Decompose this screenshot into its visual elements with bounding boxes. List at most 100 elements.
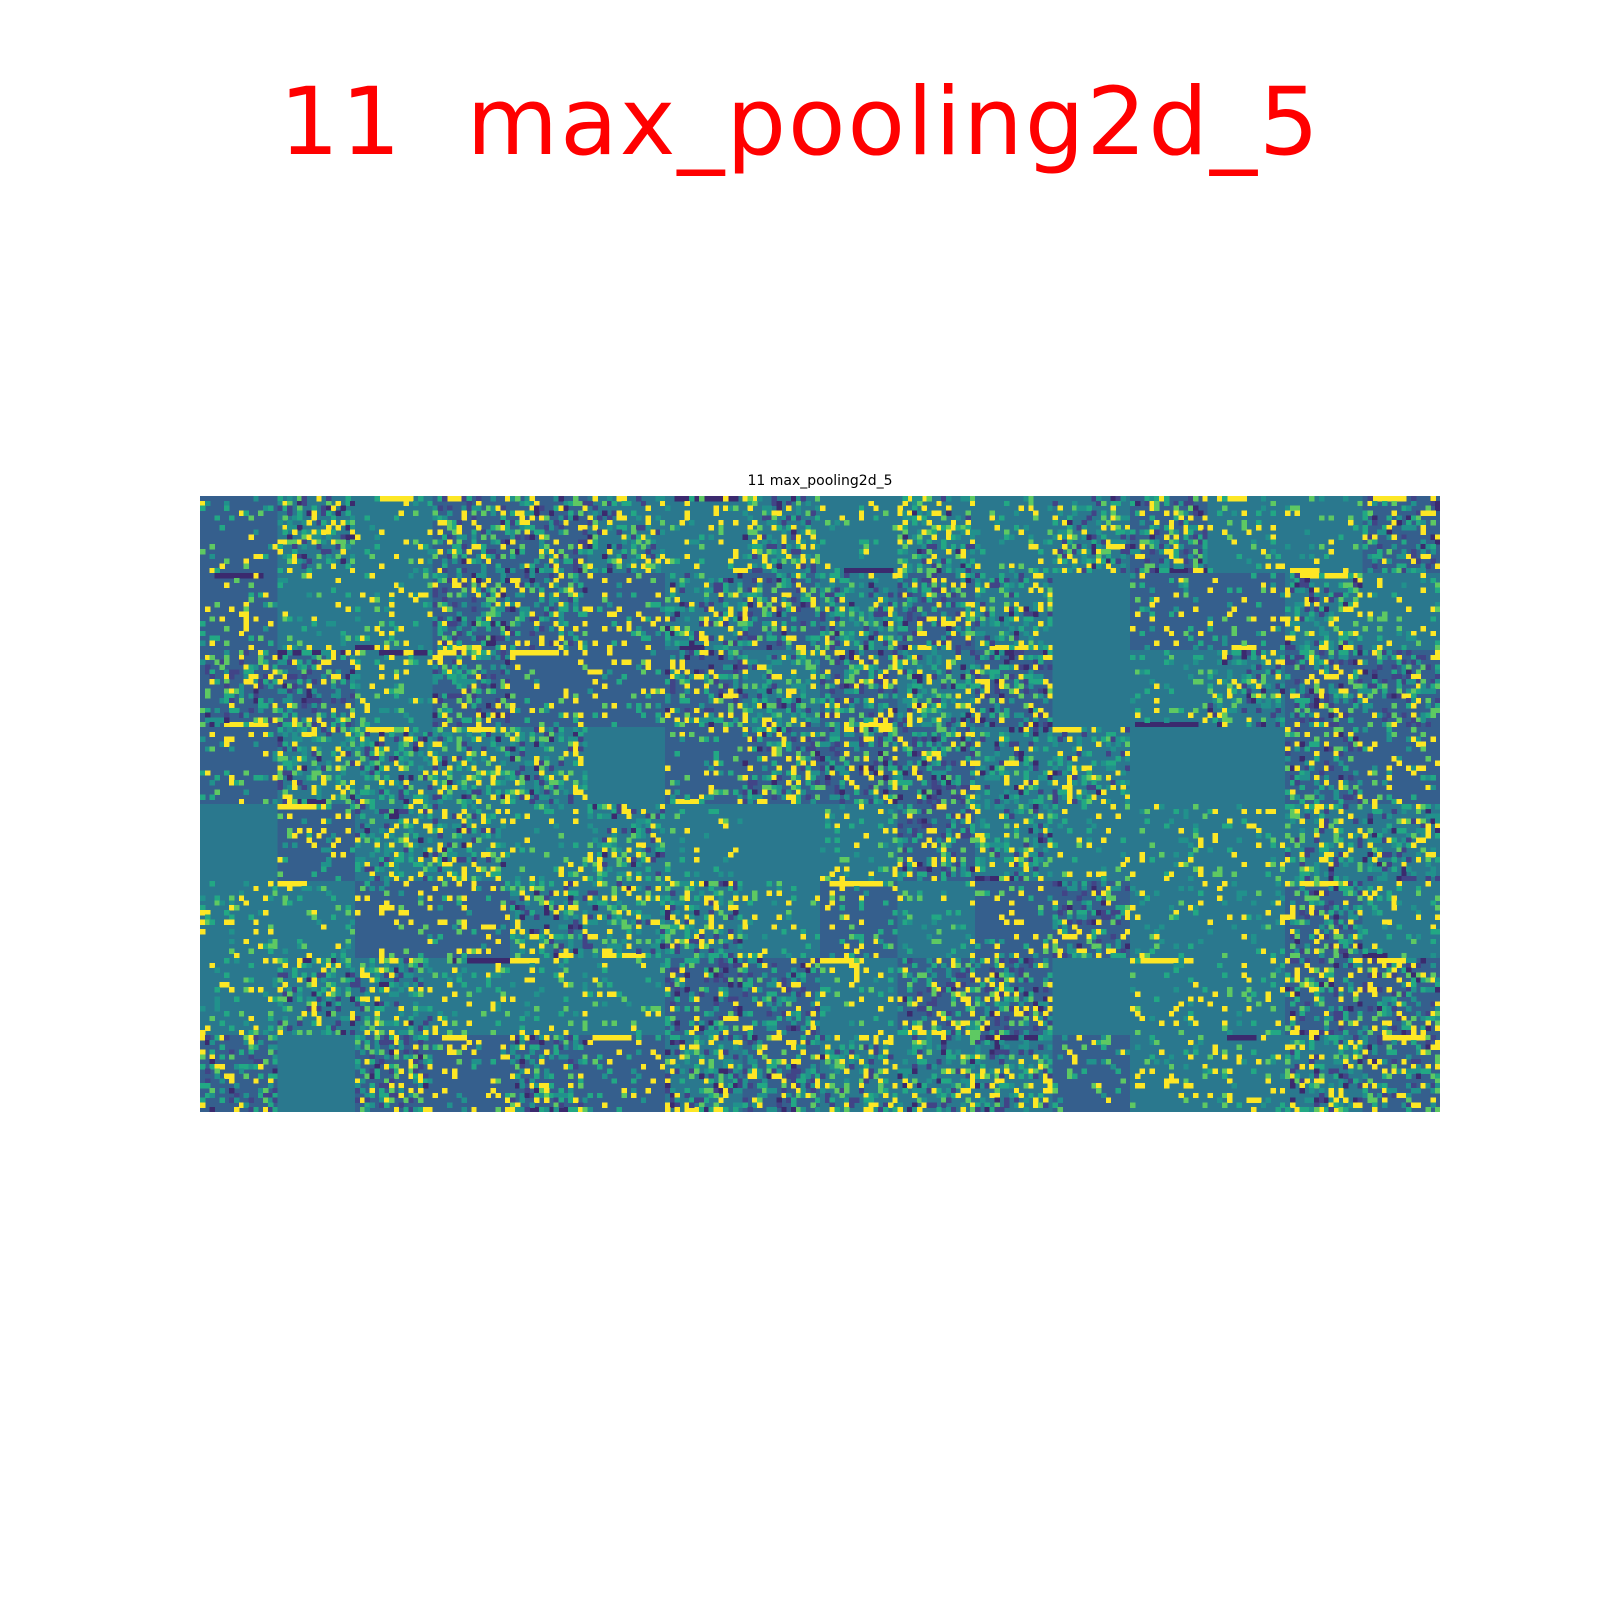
feature-map-tile <box>1130 650 1208 728</box>
feature-map-tile <box>1130 1035 1208 1112</box>
feature-map-tile <box>200 1035 278 1112</box>
feature-map-tile <box>510 650 588 728</box>
feature-map-tile <box>433 958 511 1036</box>
feature-map-tile <box>1053 958 1131 1036</box>
feature-map-tile <box>665 881 743 959</box>
feature-map-tile <box>1053 496 1131 574</box>
feature-map-tile <box>1285 958 1363 1036</box>
feature-map-tile <box>588 496 666 574</box>
feature-map-tile <box>588 958 666 1036</box>
feature-map-tile <box>200 727 278 805</box>
feature-map-tile <box>1363 727 1441 805</box>
feature-map-tile <box>200 881 278 959</box>
feature-map-tile <box>355 650 433 728</box>
feature-map-tile <box>665 1035 743 1112</box>
feature-map-tile <box>1053 1035 1131 1112</box>
feature-map-tile <box>1285 881 1363 959</box>
feature-map-tile <box>1208 650 1286 728</box>
feature-map-tile <box>433 650 511 728</box>
feature-map-tile <box>743 727 821 805</box>
feature-map-tile <box>820 958 898 1036</box>
feature-map-tile <box>588 881 666 959</box>
feature-map-tile <box>1053 573 1131 651</box>
feature-map-tile <box>1363 573 1441 651</box>
feature-map-tile <box>898 496 976 574</box>
feature-map-tile <box>278 727 356 805</box>
feature-map-tile <box>1363 650 1441 728</box>
feature-map-tile <box>1363 804 1441 882</box>
feature-map-tile <box>1208 804 1286 882</box>
feature-map-tile <box>1053 804 1131 882</box>
feature-map-tile <box>665 496 743 574</box>
feature-map-tile <box>278 573 356 651</box>
feature-map-tile <box>200 958 278 1036</box>
feature-map-tile <box>1053 881 1131 959</box>
feature-map-tile <box>433 727 511 805</box>
feature-map-tile <box>975 496 1053 574</box>
feature-map-tile <box>665 804 743 882</box>
feature-map-tile <box>898 881 976 959</box>
feature-map-tile <box>975 650 1053 728</box>
feature-map-tile <box>200 496 278 574</box>
feature-map-tile <box>1285 727 1363 805</box>
feature-map-tile <box>743 496 821 574</box>
feature-map-tile <box>1208 1035 1286 1112</box>
feature-map-tile <box>510 727 588 805</box>
feature-map-tile <box>820 496 898 574</box>
feature-map-tile <box>1130 573 1208 651</box>
feature-map-tile <box>820 727 898 805</box>
feature-map-tile <box>1208 727 1286 805</box>
feature-map-tile <box>1130 727 1208 805</box>
feature-map-tile <box>278 804 356 882</box>
feature-map-tile <box>278 496 356 574</box>
feature-map-tile <box>1208 881 1286 959</box>
feature-map-tile <box>510 881 588 959</box>
feature-map-tile <box>1285 650 1363 728</box>
feature-map-tile <box>588 650 666 728</box>
feature-map-tile <box>975 958 1053 1036</box>
feature-map-tile <box>355 958 433 1036</box>
feature-map-tile <box>975 1035 1053 1112</box>
feature-map-tile <box>820 881 898 959</box>
feature-map-tile <box>1363 881 1441 959</box>
feature-map-tile <box>665 727 743 805</box>
feature-map-tile <box>355 1035 433 1112</box>
feature-map-tile <box>1363 958 1441 1036</box>
feature-map-tile <box>820 573 898 651</box>
feature-map-tile <box>433 1035 511 1112</box>
feature-map-tile <box>743 804 821 882</box>
feature-map-tile <box>820 804 898 882</box>
plot-title: 11 max_pooling2d_5 <box>200 472 1440 490</box>
feature-map-tile <box>588 727 666 805</box>
feature-map-tile <box>355 881 433 959</box>
feature-map-tile <box>1285 804 1363 882</box>
feature-map-tile <box>1285 573 1363 651</box>
feature-map-tile <box>1363 1035 1441 1112</box>
feature-map-tile <box>1208 496 1286 574</box>
feature-map-tile <box>278 650 356 728</box>
feature-map-tile <box>1208 573 1286 651</box>
feature-map-tile <box>588 804 666 882</box>
feature-map-tile <box>975 573 1053 651</box>
feature-map-tile <box>820 1035 898 1112</box>
feature-map-tile <box>898 727 976 805</box>
feature-map-tile <box>743 958 821 1036</box>
feature-map-tile <box>743 1035 821 1112</box>
feature-map-tile <box>898 804 976 882</box>
feature-map-tile <box>1130 804 1208 882</box>
feature-map-tile <box>200 804 278 882</box>
feature-map-tile <box>510 958 588 1036</box>
feature-map-tile <box>898 1035 976 1112</box>
feature-map-tile <box>898 573 976 651</box>
feature-map-tile <box>665 650 743 728</box>
feature-map-tile <box>510 1035 588 1112</box>
feature-map-tile <box>898 650 976 728</box>
feature-map-tile <box>1130 496 1208 574</box>
feature-map-tile <box>433 804 511 882</box>
feature-map-tile <box>200 573 278 651</box>
feature-map-tile <box>820 650 898 728</box>
feature-map-tile <box>1130 881 1208 959</box>
feature-map-tile <box>1363 496 1441 574</box>
feature-map-tile <box>510 496 588 574</box>
feature-map-tile <box>355 727 433 805</box>
